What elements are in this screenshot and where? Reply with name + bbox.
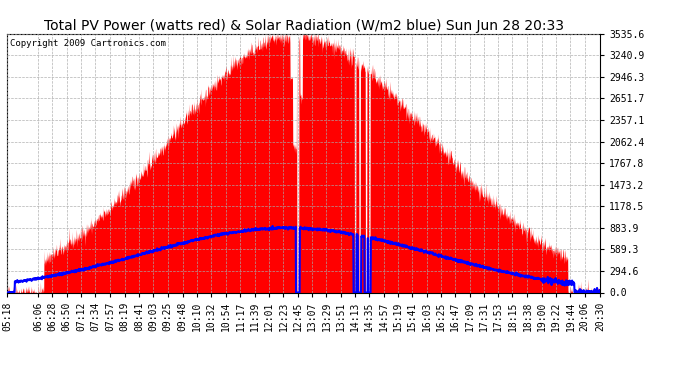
Text: Copyright 2009 Cartronics.com: Copyright 2009 Cartronics.com <box>10 39 166 48</box>
Title: Total PV Power (watts red) & Solar Radiation (W/m2 blue) Sun Jun 28 20:33: Total PV Power (watts red) & Solar Radia… <box>43 19 564 33</box>
